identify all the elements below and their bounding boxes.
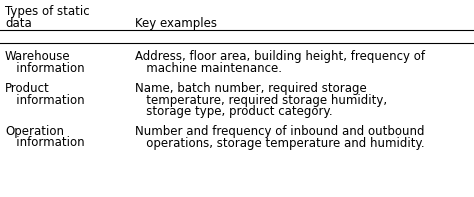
Text: Product: Product bbox=[5, 82, 50, 95]
Text: Types of static: Types of static bbox=[5, 5, 90, 18]
Text: information: information bbox=[5, 137, 85, 150]
Text: machine maintenance.: machine maintenance. bbox=[135, 61, 282, 74]
Text: Key examples: Key examples bbox=[135, 17, 217, 30]
Text: Address, floor area, building height, frequency of: Address, floor area, building height, fr… bbox=[135, 50, 425, 63]
Text: Operation: Operation bbox=[5, 125, 64, 138]
Text: Warehouse: Warehouse bbox=[5, 50, 71, 63]
Text: data: data bbox=[5, 17, 32, 30]
Text: temperature, required storage humidity,: temperature, required storage humidity, bbox=[135, 94, 387, 107]
Text: information: information bbox=[5, 61, 85, 74]
Text: operations, storage temperature and humidity.: operations, storage temperature and humi… bbox=[135, 137, 425, 150]
Text: information: information bbox=[5, 94, 85, 107]
Text: storage type, product category.: storage type, product category. bbox=[135, 105, 333, 118]
Text: Number and frequency of inbound and outbound: Number and frequency of inbound and outb… bbox=[135, 125, 425, 138]
Text: Name, batch number, required storage: Name, batch number, required storage bbox=[135, 82, 367, 95]
